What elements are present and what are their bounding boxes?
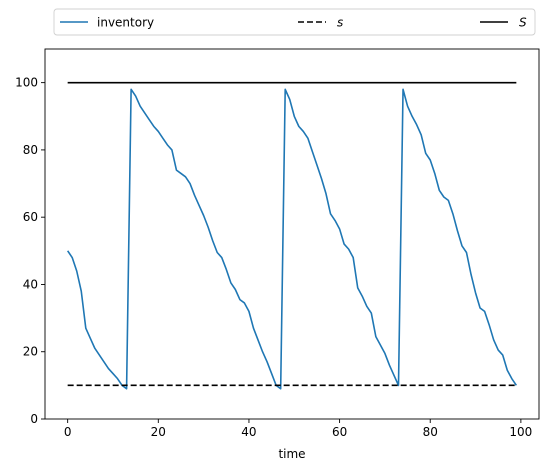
x-tick-label: 60 [332,425,347,439]
x-tick-label: 40 [241,425,256,439]
y-tick-label: 100 [15,76,38,90]
legend-label: S [519,16,527,30]
legend-label: inventory [97,16,154,30]
series-line-inventory [66,88,518,390]
series-group [66,81,518,390]
x-tick-label: 100 [509,425,532,439]
y-tick-label: 80 [23,143,38,157]
legend: inventory s S [53,8,536,36]
plot-area [66,81,518,390]
legend-label: s [337,16,343,30]
x-tick-label: 80 [423,425,438,439]
y-tick-label: 60 [23,210,38,224]
x-tick-label: 0 [64,425,72,439]
y-tick-label: 20 [23,345,38,359]
plot-frame [44,48,540,420]
x-axis-label: time [278,447,305,461]
legend-box [53,8,536,36]
y-tick-label: 0 [30,412,38,426]
x-tick-label: 20 [151,425,166,439]
axes: 0 20 40 60 80 100 0 20 40 60 80 100 [15,48,540,439]
y-tick-label: 40 [23,277,38,291]
